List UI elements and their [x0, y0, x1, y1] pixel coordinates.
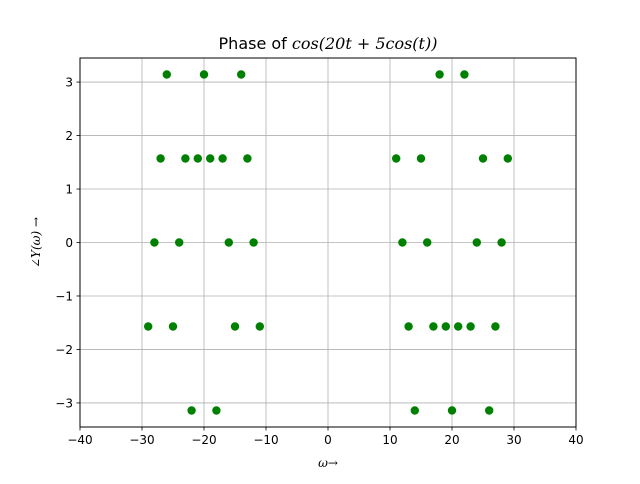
- data-point: [435, 70, 444, 79]
- data-point: [392, 154, 401, 163]
- data-point: [230, 322, 240, 331]
- x-tick-label: 0: [324, 433, 332, 447]
- data-point: [398, 238, 407, 247]
- grid: [79, 58, 577, 427]
- data-point: [237, 70, 246, 79]
- data-point: [181, 154, 190, 163]
- data-point: [249, 238, 258, 247]
- data-point: [410, 406, 419, 415]
- chart-title-math: cos(20t + 5cos(t)): [292, 34, 438, 53]
- data-point: [206, 154, 215, 163]
- data-point: [441, 322, 450, 331]
- y-tick-label: 1: [65, 183, 73, 197]
- data-points: [144, 70, 512, 415]
- y-tick-label: −1: [55, 289, 73, 303]
- data-point: [447, 406, 457, 415]
- data-point: [218, 154, 227, 163]
- y-axis-label: ∠Y(ω) →: [29, 217, 43, 268]
- x-tick-label: −40: [67, 433, 92, 447]
- data-point: [404, 322, 413, 331]
- data-point: [478, 154, 488, 163]
- data-point: [497, 238, 506, 247]
- y-tick-label: 3: [65, 76, 73, 90]
- data-point: [193, 154, 202, 163]
- data-point: [416, 154, 426, 163]
- tick-marks: [76, 81, 577, 431]
- data-point: [472, 238, 481, 247]
- chart-title-prefix: Phase of: [219, 34, 292, 53]
- x-axis-label: ω→: [318, 456, 338, 470]
- x-tick-label: 10: [382, 433, 397, 447]
- data-point: [187, 406, 196, 415]
- x-tick-label: 40: [568, 433, 583, 447]
- x-tick-label: −30: [129, 433, 154, 447]
- data-point: [212, 406, 221, 415]
- y-tick-label: 0: [65, 236, 73, 250]
- data-point: [175, 238, 184, 247]
- data-point: [466, 322, 475, 331]
- y-tick-label: −3: [55, 396, 73, 410]
- data-point: [491, 322, 500, 331]
- data-point: [503, 154, 512, 163]
- data-point: [156, 154, 165, 163]
- data-point: [454, 322, 463, 331]
- data-point: [199, 70, 209, 79]
- data-point: [243, 154, 252, 163]
- data-point: [162, 70, 171, 79]
- x-tick-label: −20: [191, 433, 216, 447]
- y-tick-label: −2: [55, 343, 73, 357]
- data-point: [460, 70, 469, 79]
- data-point: [485, 406, 494, 415]
- data-point: [168, 322, 178, 331]
- data-point: [224, 238, 233, 247]
- x-tick-label: −10: [253, 433, 278, 447]
- chart-title: Phase of cos(20t + 5cos(t)): [219, 34, 438, 53]
- data-point: [150, 238, 159, 247]
- y-tick-label: 2: [65, 129, 73, 143]
- data-point: [423, 238, 432, 247]
- x-tick-label: 30: [506, 433, 521, 447]
- data-point: [255, 322, 264, 331]
- y-tick-labels: −3 −2 −1 0 1 2 3: [55, 76, 73, 411]
- x-tick-label: 20: [444, 433, 459, 447]
- x-tick-labels: −40 −30 −20 −10 0 10 20 30 40: [67, 433, 583, 447]
- data-point: [429, 322, 438, 331]
- data-point: [144, 322, 153, 331]
